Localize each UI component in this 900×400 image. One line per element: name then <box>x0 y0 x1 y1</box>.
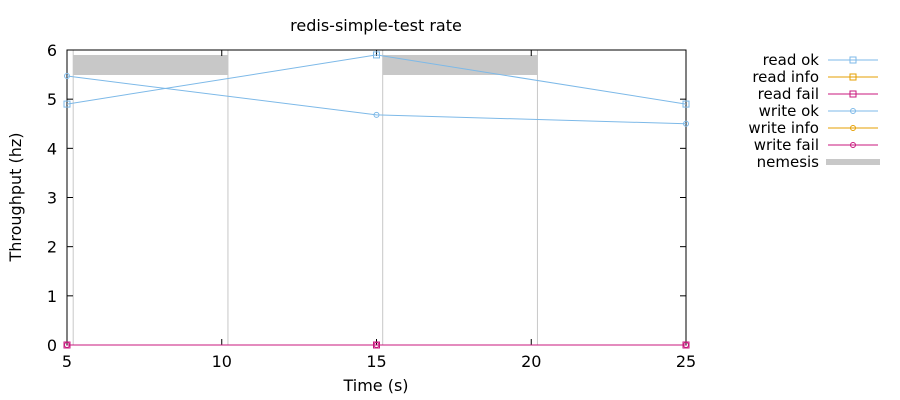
series-line-3 <box>66 75 687 125</box>
x-tick-label: 10 <box>212 352 232 371</box>
series-3 <box>64 73 689 127</box>
chart-title: redis-simple-test rate <box>290 16 462 35</box>
legend-label-6: nemesis <box>757 153 820 171</box>
data-point-3-1 <box>373 111 380 118</box>
data-point-0-1 <box>373 51 380 59</box>
legend-label-5: write fail <box>754 136 819 154</box>
data-point-3-0 <box>64 73 70 80</box>
legend-label-1: read info <box>752 68 819 86</box>
legend-label-3: write ok <box>759 102 820 120</box>
y-axis-title: Throughput (hz) <box>6 132 25 262</box>
data-point-5-2 <box>683 342 689 348</box>
y-tick-label: 3 <box>47 189 57 208</box>
data-point-0-2 <box>682 100 690 108</box>
data-point-5-0 <box>64 342 70 348</box>
legend-marker-3 <box>850 108 856 114</box>
nemesis-bar-0 <box>73 55 228 75</box>
series-5 <box>64 342 689 348</box>
y-tick-label: 0 <box>47 336 57 355</box>
x-tick-label: 5 <box>62 352 72 371</box>
legend-marker-1 <box>849 73 857 81</box>
y-tick-label: 4 <box>47 139 57 158</box>
plot-area-frame <box>66 49 687 346</box>
series-0 <box>63 51 690 108</box>
legend-marker-2 <box>849 90 857 98</box>
series-line-0 <box>66 54 687 105</box>
y-tick-label: 1 <box>47 287 57 306</box>
legend-marker-5 <box>850 142 856 148</box>
y-tick-label: 2 <box>47 238 57 257</box>
legend-marker-4 <box>850 125 856 131</box>
legend-label-0: read ok <box>763 51 820 69</box>
data-point-5-1 <box>373 342 380 348</box>
y-tick-label: 6 <box>47 41 57 60</box>
nemesis-layer <box>72 50 538 345</box>
x-tick-label: 25 <box>676 352 696 371</box>
nemesis-bar-1 <box>382 55 538 75</box>
legend-swatch-nemesis <box>826 159 880 165</box>
legend-label-2: read fail <box>758 85 819 103</box>
legend-label-4: write info <box>748 119 819 137</box>
data-point-3-2 <box>683 120 689 127</box>
x-tick-label: 15 <box>366 352 386 371</box>
y-tick-label: 5 <box>47 90 57 109</box>
legend-marker-0 <box>849 56 857 64</box>
data-point-0-0 <box>63 100 71 108</box>
x-axis-title: Time (s) <box>342 376 408 395</box>
x-tick-label: 20 <box>521 352 541 371</box>
series-layer <box>63 51 690 349</box>
